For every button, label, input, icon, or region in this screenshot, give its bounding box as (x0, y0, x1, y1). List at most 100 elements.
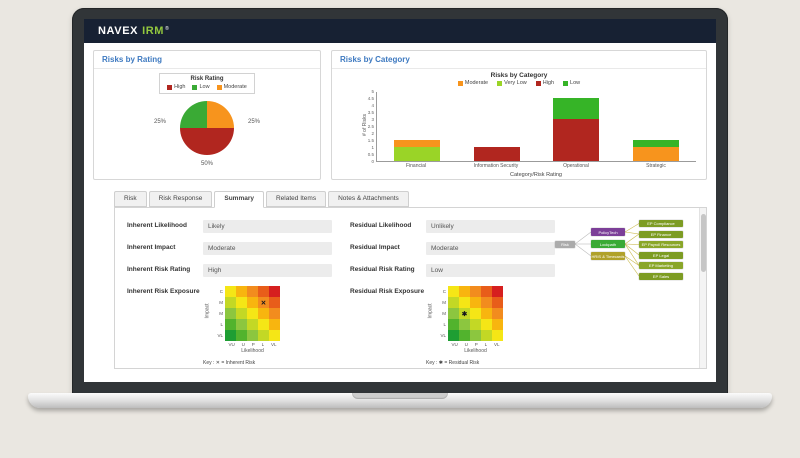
pie-slice-label-moderate: 25% (247, 119, 260, 125)
field-row-residual-risk-rating: Residual Risk Rating Low (350, 264, 555, 277)
app-window: NAVEX IRM ® Risks by Rating Risk Rating … (84, 19, 716, 382)
heatmap-cell (492, 286, 503, 297)
bar-segment-financial-moderate[interactable] (393, 140, 440, 147)
heatmap-cell (492, 297, 503, 308)
legend-swatch-moderate (457, 80, 463, 86)
brand-irm: IRM (142, 25, 165, 37)
bar-information-security[interactable] (473, 147, 520, 161)
heatmap-impact-axis-label: Impact (204, 302, 211, 318)
field-label-inherent-risk-rating: Inherent Risk Rating (127, 266, 191, 273)
heatmap-cell (492, 308, 503, 319)
tab-notes-attachments[interactable]: Notes & Attachments (328, 191, 409, 207)
heatmap-grid: ✱ (448, 286, 503, 341)
heatmap-cell (258, 308, 269, 319)
diagram-node-ep-legal[interactable]: EP Legal (639, 251, 683, 259)
pie-legend-title: Risk Rating (190, 76, 224, 82)
legend-swatch-high (535, 80, 541, 86)
x-tick-strategic: Strategic (646, 163, 666, 169)
bar-financial[interactable] (393, 140, 440, 161)
brand-navex: NAVEX (98, 25, 139, 37)
field-label-inherent-likelihood: Inherent Likelihood (127, 222, 187, 229)
risk-marker: ✕ (260, 299, 267, 307)
bar-segment-strategic-moderate[interactable] (633, 147, 680, 161)
pie-chart[interactable] (180, 101, 234, 155)
vertical-scrollbar[interactable] (699, 208, 706, 368)
impact-tick: VL (440, 333, 446, 338)
diagram-node-ep-sales[interactable]: EP Sales (639, 272, 683, 280)
pie-slice-label-high: 50% (200, 161, 214, 167)
tab-summary[interactable]: Summary (214, 191, 264, 208)
x-axis-label: Category/Risk Rating (510, 171, 562, 178)
heatmap-cell (448, 286, 459, 297)
heatmap-cell (470, 319, 481, 330)
scrollbar-thumb[interactable] (701, 214, 706, 272)
tab-risk[interactable]: Risk (114, 191, 147, 207)
impact-tick: L (443, 322, 446, 327)
diagram-node-risk[interactable]: Risk (555, 240, 575, 248)
impact-tick: M (219, 300, 223, 305)
tab-related-items[interactable]: Related Items (265, 191, 327, 207)
legend-label: Low (570, 80, 581, 86)
heatmap-cell (269, 319, 280, 330)
y-tick-1: 1 (371, 145, 374, 150)
heatmap-likelihood-axis-label: Likelihood (464, 348, 487, 354)
heatmap-key: Key : ✱ = Residual Risk (426, 360, 480, 366)
heatmap-cell (459, 330, 470, 341)
heatmap-cell (247, 308, 258, 319)
summary-panel: Inherent Likelihood Likely Inherent Impact… (114, 207, 707, 369)
relationship-diagram: Risk PolicyTech Lockpath HRIS & Timecards EP… (555, 220, 690, 282)
bar-segment-operational-high[interactable] (553, 119, 600, 161)
heatmap-top: Impact C M M L VL ✕ (203, 286, 332, 341)
heatmap-residual-risk-exposure: Impact C M M L VL ✱ VU U P L VL Likelihood Key : ✱ = … (426, 286, 555, 366)
heatmap-impact-axis-label: Impact (427, 302, 434, 318)
trademark-symbol: ® (165, 26, 169, 32)
y-tick-5: 5 (371, 89, 374, 94)
heatmap-cell (470, 297, 481, 308)
tab-bar: Risk Risk Response Summary Related Items Not… (114, 191, 716, 208)
summary-fields: Inherent Likelihood Likely Inherent Impact… (127, 220, 688, 375)
field-value-inherent-risk-rating: High (203, 264, 332, 277)
heatmap-cell (269, 297, 280, 308)
heatmap-key: Key : ✕ = Inherent Risk (203, 360, 256, 366)
field-label-inherent-risk-exposure: Inherent Risk Exposure (127, 288, 200, 295)
legend-item-high: High (535, 80, 554, 86)
x-tick-operational: Operational (563, 163, 589, 169)
field-label-inherent-impact: Inherent Impact (127, 244, 176, 251)
bar-segment-strategic-low[interactable] (633, 140, 680, 147)
diagram-node-ep-finance[interactable]: EP Finance (639, 230, 683, 238)
heatmap-top: Impact C M M L VL ✱ (426, 286, 555, 341)
legend-item-low: Low (563, 80, 580, 86)
heatmap-likelihood-ticks: VU U P L VL (225, 342, 280, 347)
laptop-screen-bezel: NAVEX IRM ® Risks by Rating Risk Rating … (72, 8, 728, 394)
risks-by-rating-title: Risks by Rating (94, 51, 320, 69)
pie-slice-label-low: 25% (154, 119, 167, 125)
diagram-node-lockpath[interactable]: Lockpath (591, 240, 625, 248)
diagram-node-ep-payroll-resources[interactable]: EP Payroll Resources (639, 241, 683, 248)
impact-tick: M (442, 311, 446, 316)
legend-swatch-low (192, 84, 198, 90)
diagram-node-hris-timecards[interactable]: HRIS & Timecards (591, 252, 625, 260)
likelihood-tick: VU (451, 342, 458, 347)
likelihood-tick: VL (270, 342, 277, 347)
tab-risk-response[interactable]: Risk Response (148, 191, 213, 207)
bar-operational[interactable] (553, 98, 600, 161)
bar-segment-operational-low[interactable] (553, 98, 600, 119)
y-tick-3: 3 (371, 117, 374, 122)
heatmap-cell (236, 297, 247, 308)
field-value-residual-risk-rating: Low (426, 264, 555, 277)
bar-strategic[interactable] (633, 140, 680, 161)
diagram-node-ep-marketing[interactable]: EP Marketing (639, 262, 683, 269)
field-label-residual-impact: Residual Impact (350, 244, 400, 251)
heatmap-cell (225, 286, 236, 297)
bar-segment-information-security-high[interactable] (473, 147, 520, 161)
heatmap-likelihood-ticks: VU U P L VL (448, 342, 503, 347)
y-tick-4.5: 4.5 (367, 96, 374, 101)
heatmap-cell (269, 330, 280, 341)
risks-by-rating-panel: Risks by Rating Risk Rating High Low Moder… (93, 50, 321, 180)
diagram-node-ep-compliance[interactable]: EP Compliance (639, 220, 683, 227)
diagram-node-policytech[interactable]: PolicyTech (591, 228, 625, 236)
bar-segment-financial-very-low[interactable] (393, 147, 440, 161)
y-tick-2: 2 (371, 131, 374, 136)
likelihood-tick: L (261, 342, 265, 347)
